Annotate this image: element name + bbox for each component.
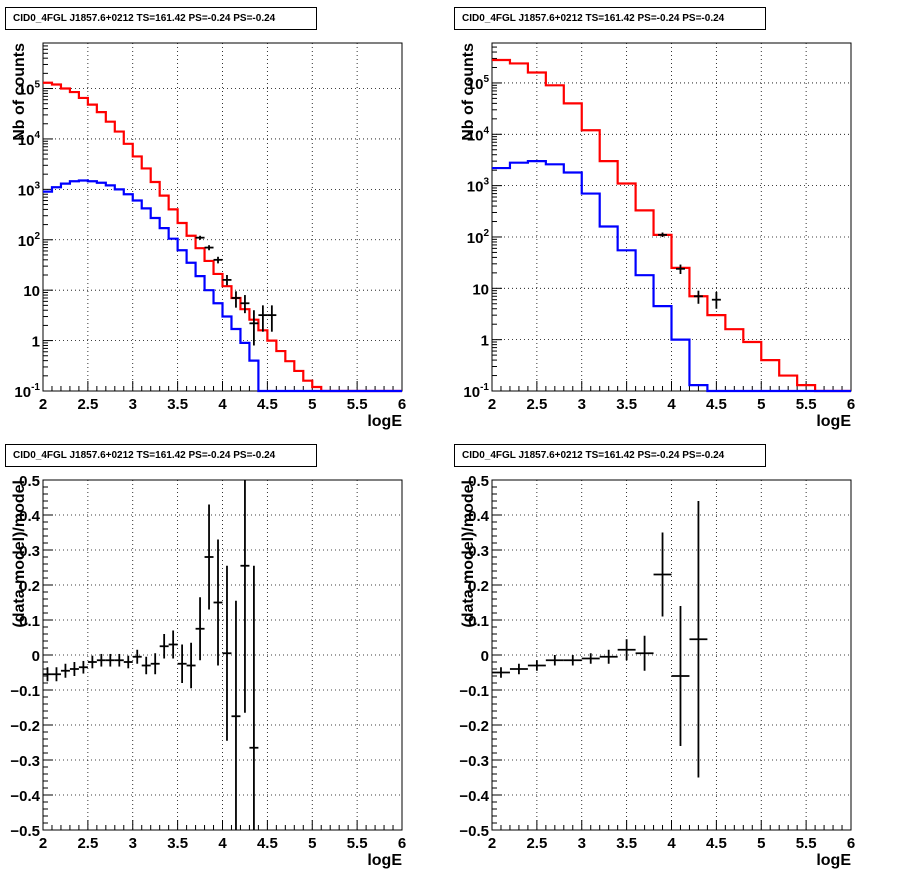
x-tick-label: 5 [308,835,316,852]
x-axis-label: logE [367,413,402,430]
y-axis-label: (data-model)/model [11,480,28,628]
histogram-series [43,81,402,393]
x-tick-label: 2.5 [77,835,98,852]
y-tick-label: 103 [18,180,41,199]
x-tick-label: 4 [218,396,227,413]
y-tick-label: 0.3 [19,543,40,560]
chart-panel-1: 2 2.5 3 3.5 4 4.5 5 5.5 6 10-1 1 10 102 103 104 105 logE… [460,42,855,430]
x-tick-label: 4 [667,396,676,413]
x-tick-label: 3 [578,396,586,413]
chart-panel-2: 2 2.5 3 3.5 4 4.5 5 5.5 6 −0.5 −0.4 −0.3 −0.2 −0.1 0 0.… [10,473,406,869]
x-tick-label: 2.5 [77,396,98,413]
plot-frame [491,42,852,392]
x-tick-label: 6 [398,396,406,413]
x-tick-label: 2 [39,396,47,413]
y-tick-label: 1 [32,334,40,351]
y-tick-label: 10 [23,283,40,300]
x-tick-label: 2.5 [526,835,547,852]
x-axis-label: logE [367,852,402,869]
x-tick-label: 3.5 [167,835,188,852]
x-tick-label: 3.5 [616,396,637,413]
x-tick-label: 3.5 [167,396,188,413]
y-tick-label: 0 [32,648,40,665]
y-tick-label: 10-1 [463,382,489,401]
x-tick-label: 4.5 [257,396,278,413]
x-tick-label: 3 [578,835,586,852]
x-axis-label: logE [816,852,851,869]
y-tick-label: −0.3 [10,753,40,770]
y-tick-label: 0.2 [468,578,489,595]
panel-title: CID0_4FGL J1857.6+0212 TS=161.42 PS=-0.2… [5,7,317,30]
y-tick-label: −0.1 [10,683,40,700]
x-tick-label: 5.5 [796,835,817,852]
plot-frame [42,479,403,831]
chart-panel-3: 2 2.5 3 3.5 4 4.5 5 5.5 6 −0.5 −0.4 −0.3 −0.2 −0.1 0 0.… [459,473,855,869]
y-tick-label: −0.2 [10,718,40,735]
x-tick-label: 5 [308,396,316,413]
histogram-series [492,58,851,393]
y-tick-label: 104 [467,125,490,144]
x-tick-label: 4 [667,835,676,852]
x-tick-label: 4 [218,835,227,852]
x-tick-label: 4.5 [706,396,727,413]
y-tick-label: 0.4 [19,508,41,525]
x-tick-label: 6 [847,396,855,413]
x-tick-label: 2.5 [526,396,547,413]
histogram-series [43,179,402,393]
y-tick-label: 10 [472,281,489,298]
y-tick-label: 0 [481,648,489,665]
x-tick-label: 2 [488,835,496,852]
panel-title: CID0_4FGL J1857.6+0212 TS=161.42 PS=-0.2… [5,444,317,467]
y-tick-label: 0.5 [468,473,489,490]
chart-panel-0: 2 2.5 3 3.5 4 4.5 5 5.5 6 10-1 1 10 102 103 104 105 logE… [11,42,406,430]
panel-title: CID0_4FGL J1857.6+0212 TS=161.42 PS=-0.2… [454,444,766,467]
panel-title: CID0_4FGL J1857.6+0212 TS=161.42 PS=-0.2… [454,7,766,30]
y-tick-label: −0.5 [10,823,40,840]
plot-frame [491,479,852,831]
y-tick-label: −0.2 [459,718,489,735]
x-axis-label: logE [816,413,851,430]
y-tick-label: 105 [18,80,41,99]
y-tick-label: 102 [467,228,490,247]
y-tick-label: −0.4 [459,788,489,805]
x-tick-label: 5 [757,396,765,413]
y-tick-label: −0.5 [459,823,489,840]
x-tick-label: 2 [488,396,496,413]
x-tick-label: 6 [847,835,855,852]
x-tick-label: 6 [398,835,406,852]
y-tick-label: 0.3 [468,543,489,560]
y-tick-label: 0.5 [19,473,40,490]
x-tick-label: 2 [39,835,47,852]
y-tick-label: 103 [467,177,490,196]
x-tick-label: 4.5 [257,835,278,852]
x-tick-label: 3 [129,396,137,413]
x-tick-label: 5 [757,835,765,852]
plot-frame [42,42,403,392]
x-tick-label: 3.5 [616,835,637,852]
x-tick-label: 3 [129,835,137,852]
histogram-series [492,160,851,393]
x-tick-label: 5.5 [347,835,368,852]
y-axis-label: Nb of counts [11,43,28,141]
y-tick-label: −0.3 [459,753,489,770]
y-tick-label: 0.4 [468,508,490,525]
x-tick-label: 5.5 [796,396,817,413]
y-tick-label: 10-1 [14,382,40,401]
y-axis-label: (data-model)/model [460,480,477,628]
y-tick-label: 1 [481,333,489,350]
y-tick-label: 105 [467,74,490,93]
y-tick-label: 0.1 [19,613,40,630]
y-tick-label: −0.4 [10,788,40,805]
y-tick-label: −0.1 [459,683,489,700]
y-tick-label: 0.2 [19,578,40,595]
x-tick-label: 4.5 [706,835,727,852]
y-tick-label: 104 [18,130,41,149]
y-tick-label: 0.1 [468,613,489,630]
y-tick-label: 102 [18,231,41,250]
y-axis-label: Nb of counts [460,43,477,141]
x-tick-label: 5.5 [347,396,368,413]
